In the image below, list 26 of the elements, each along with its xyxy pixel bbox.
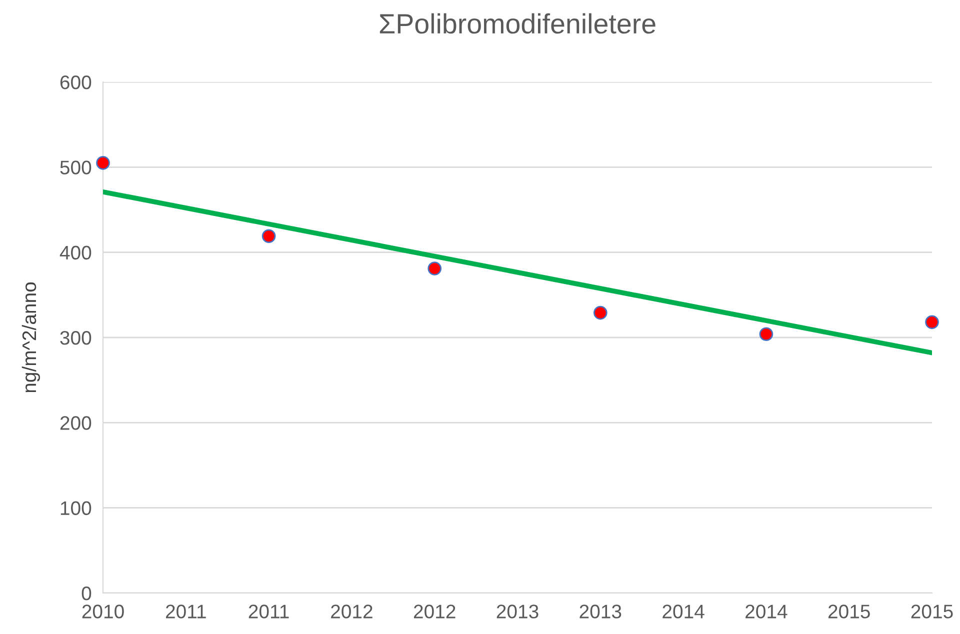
point xyxy=(96,156,110,170)
x-tick-label: 2015 xyxy=(828,604,870,618)
y-axis-title: ng/m^2/anno xyxy=(22,282,40,392)
x-tick-label: 2014 xyxy=(662,604,704,618)
y-tick-label: 500 xyxy=(60,160,92,174)
y-tick-label: 0 xyxy=(82,586,92,600)
y-tick-label: 600 xyxy=(60,75,92,90)
point xyxy=(593,306,608,320)
x-tick-label: 2013 xyxy=(496,604,538,618)
x-tick-label: 2015 xyxy=(911,604,953,618)
point xyxy=(262,229,276,244)
y-tick-label: 300 xyxy=(60,330,92,345)
x-tick-label: 2012 xyxy=(331,604,372,618)
x-tick-label: 2010 xyxy=(82,604,124,618)
y-tick-label: 100 xyxy=(60,501,92,516)
point xyxy=(925,315,939,330)
point xyxy=(759,327,774,341)
x-tick-label: 2011 xyxy=(166,604,206,618)
chart-title: ΣPolibromodifeniletere xyxy=(380,13,656,34)
x-tick-label: 2013 xyxy=(580,604,622,618)
y-tick-label: 400 xyxy=(60,246,92,260)
point xyxy=(428,262,442,276)
x-tick-label: 2012 xyxy=(414,604,456,618)
y-tick-label: 200 xyxy=(60,416,92,430)
x-tick-label: 2011 xyxy=(248,604,289,618)
x-tick-label: 2014 xyxy=(746,604,788,618)
